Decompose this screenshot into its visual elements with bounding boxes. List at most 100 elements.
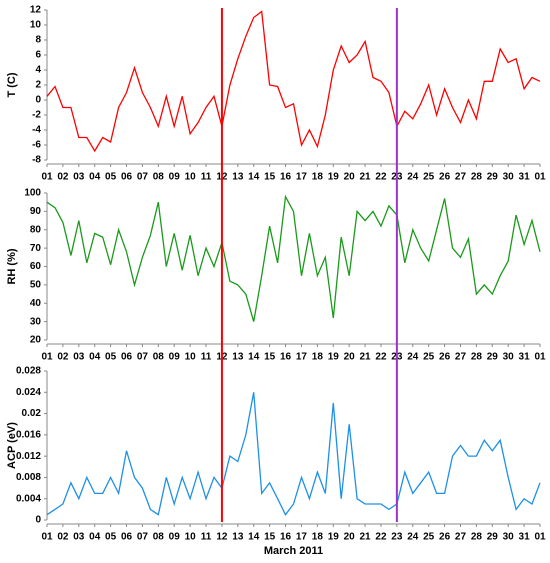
x-tick-label: 21: [360, 532, 372, 543]
x-tick-label: 28: [471, 532, 483, 543]
x-tick-label: 19: [328, 172, 340, 183]
x-tick-label: 03: [73, 172, 85, 183]
y-axis-label: ACP (eV): [6, 422, 18, 469]
y-tick-label: 0.012: [16, 451, 41, 462]
y-axis-label: T (C): [6, 72, 18, 97]
x-tick-label: 17: [296, 352, 308, 363]
x-tick-label: 21: [360, 172, 372, 183]
x-tick-label: 11: [201, 172, 212, 183]
x-tick-label: 08: [153, 352, 165, 363]
y-tick-label: -4: [32, 125, 41, 136]
y-tick-label: 0: [35, 515, 41, 526]
y-tick-label: 8: [35, 35, 41, 46]
x-tick-label: 18: [312, 532, 324, 543]
y-axis-label: RH (%): [6, 248, 18, 284]
x-tick-label: 25: [423, 172, 435, 183]
x-tick-label: 31: [519, 532, 531, 543]
x-tick-label: 24: [407, 172, 419, 183]
y-tick-label: 0.028: [16, 366, 41, 377]
x-tick-label: 10: [185, 172, 197, 183]
x-tick-label: 03: [73, 532, 85, 543]
x-tick-label: 06: [121, 532, 133, 543]
x-tick-label: 16: [280, 352, 292, 363]
y-tick-label: 20: [30, 335, 42, 346]
x-tick-label: 01: [534, 352, 546, 363]
x-tick-label: 11: [201, 352, 212, 363]
x-tick-label: 06: [121, 172, 133, 183]
x-tick-label: 15: [264, 532, 276, 543]
x-tick-label: 15: [264, 172, 276, 183]
x-tick-label: 10: [185, 532, 197, 543]
x-tick-label: 20: [344, 352, 356, 363]
x-tick-label: 17: [296, 172, 308, 183]
x-tick-label: 04: [89, 172, 101, 183]
y-tick-label: 2: [35, 80, 41, 91]
x-tick-label: 28: [471, 352, 483, 363]
x-tick-label: 29: [487, 172, 499, 183]
y-tick-label: 90: [30, 206, 42, 217]
x-tick-label: 29: [487, 352, 499, 363]
x-tick-label: 19: [328, 532, 340, 543]
x-tick-label: 02: [57, 352, 69, 363]
x-tick-label: 26: [439, 172, 451, 183]
x-tick-label: 01: [41, 352, 53, 363]
y-tick-label: 30: [30, 316, 42, 327]
x-tick-label: 04: [89, 532, 101, 543]
x-tick-label: 19: [328, 352, 340, 363]
x-tick-label: 09: [169, 532, 181, 543]
y-tick-label: 0.016: [16, 429, 41, 440]
x-tick-label: 23: [391, 532, 403, 543]
y-tick-label: 80: [30, 224, 42, 235]
x-tick-label: 27: [455, 532, 467, 543]
data-line: [46, 392, 541, 516]
x-tick-label: 18: [312, 172, 324, 183]
x-tick-label: 27: [455, 172, 467, 183]
y-tick-label: 40: [30, 298, 42, 309]
x-tick-label: 22: [375, 352, 387, 363]
y-tick-label: 60: [30, 261, 42, 272]
y-tick-label: 100: [24, 188, 41, 199]
x-tick-label: 30: [503, 172, 515, 183]
x-tick-label: 24: [407, 532, 419, 543]
y-tick-label: 70: [30, 243, 42, 254]
x-tick-label: 13: [232, 172, 244, 183]
x-tick-label: 22: [375, 532, 387, 543]
x-tick-label: 25: [423, 532, 435, 543]
y-tick-label: 50: [30, 280, 42, 291]
x-tick-label: 01: [41, 172, 53, 183]
y-tick-label: 0.008: [16, 472, 41, 483]
x-tick-label: 08: [153, 172, 165, 183]
x-tick-label: 20: [344, 532, 356, 543]
x-tick-label: 18: [312, 352, 324, 363]
data-line: [46, 10, 541, 153]
x-axis-label: March 2011: [264, 545, 323, 557]
x-tick-label: 15: [264, 352, 276, 363]
x-tick-label: 03: [73, 352, 85, 363]
x-tick-label: 05: [105, 352, 117, 363]
y-tick-label: -8: [32, 155, 41, 166]
x-tick-label: 14: [248, 532, 260, 543]
x-tick-label: 17: [296, 532, 308, 543]
x-tick-label: 30: [503, 352, 515, 363]
x-tick-label: 13: [232, 532, 244, 543]
y-tick-label: -2: [32, 110, 41, 121]
y-tick-label: 12: [30, 5, 42, 16]
x-tick-label: 21: [360, 352, 372, 363]
x-tick-label: 08: [153, 532, 165, 543]
x-tick-label: 16: [280, 532, 292, 543]
x-tick-label: 11: [201, 532, 212, 543]
x-tick-label: 24: [407, 352, 419, 363]
x-tick-label: 05: [105, 172, 117, 183]
x-tick-label: 27: [455, 352, 467, 363]
y-tick-label: -6: [32, 140, 41, 151]
x-tick-label: 07: [137, 352, 149, 363]
x-tick-label: 31: [519, 172, 531, 183]
x-tick-label: 05: [105, 532, 117, 543]
x-tick-label: 04: [89, 352, 101, 363]
x-tick-label: 22: [375, 172, 387, 183]
x-tick-label: 09: [169, 352, 181, 363]
x-tick-label: 26: [439, 352, 451, 363]
data-line: [46, 194, 541, 322]
y-tick-label: 0.02: [22, 408, 42, 419]
x-tick-label: 02: [57, 172, 69, 183]
